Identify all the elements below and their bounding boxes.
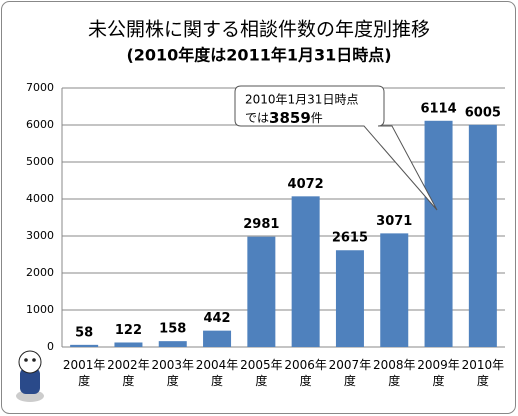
annotation-text: では [245,111,269,125]
bar [114,342,142,347]
value-label: 442 [203,311,230,326]
value-label: 58 [75,325,93,340]
y-tick-label: 3000 [26,229,54,242]
value-label: 4072 [288,177,324,192]
x-tick-label: 2005年度 [239,357,283,389]
x-tick-label: 2007年度 [328,357,372,389]
y-tick-label: 6000 [26,118,54,131]
value-label: 2615 [332,231,368,246]
x-tick-label: 2003年度 [151,357,195,389]
bar [70,345,98,347]
bar [203,331,231,347]
bar [380,233,408,347]
mascot [16,351,44,402]
y-tick-label: 5000 [26,155,54,168]
x-tick-label: 2001年度 [62,357,106,389]
annotation-line: では3859件 [245,109,323,127]
value-label: 6005 [465,105,501,120]
bar [247,237,275,347]
bar [292,196,320,347]
y-tick-label: 2000 [26,266,54,279]
chart-title: 未公開株に関する相談件数の年度別推移 [88,19,430,41]
x-tick-label: 2010年度 [461,357,505,389]
value-label: 6114 [420,101,456,116]
y-tick-label: 7000 [26,81,54,94]
x-tick-label: 2006年度 [284,357,328,389]
x-tick-label: 2008年度 [372,357,416,389]
y-tick-label: 4000 [26,192,54,205]
x-tick-label: 2004年度 [195,357,239,389]
y-tick-label: 0 [47,340,54,353]
x-tick-label: 2002年度 [106,357,150,389]
bar [469,125,497,347]
x-tick-label: 2009年度 [417,357,461,389]
value-label: 122 [115,323,142,338]
page: 未公開株に関する相談件数の年度別推移 (2010年度は2011年1月31日時点)… [0,0,518,416]
annotation-text: 件 [311,111,323,125]
value-label: 158 [159,322,186,337]
annotation-value: 3859 [269,109,311,127]
value-label: 2981 [243,217,279,232]
bar [425,121,453,347]
bar [159,341,187,347]
chart-subtitle: (2010年度は2011年1月31日時点) [126,46,391,65]
annotation-line: 2010年1月31日時点 [245,93,358,107]
value-label: 3071 [376,214,412,229]
bar [336,250,364,347]
y-tick-label: 1000 [26,303,54,316]
chart: 未公開株に関する相談件数の年度別推移 (2010年度は2011年1月31日時点)… [0,0,518,416]
